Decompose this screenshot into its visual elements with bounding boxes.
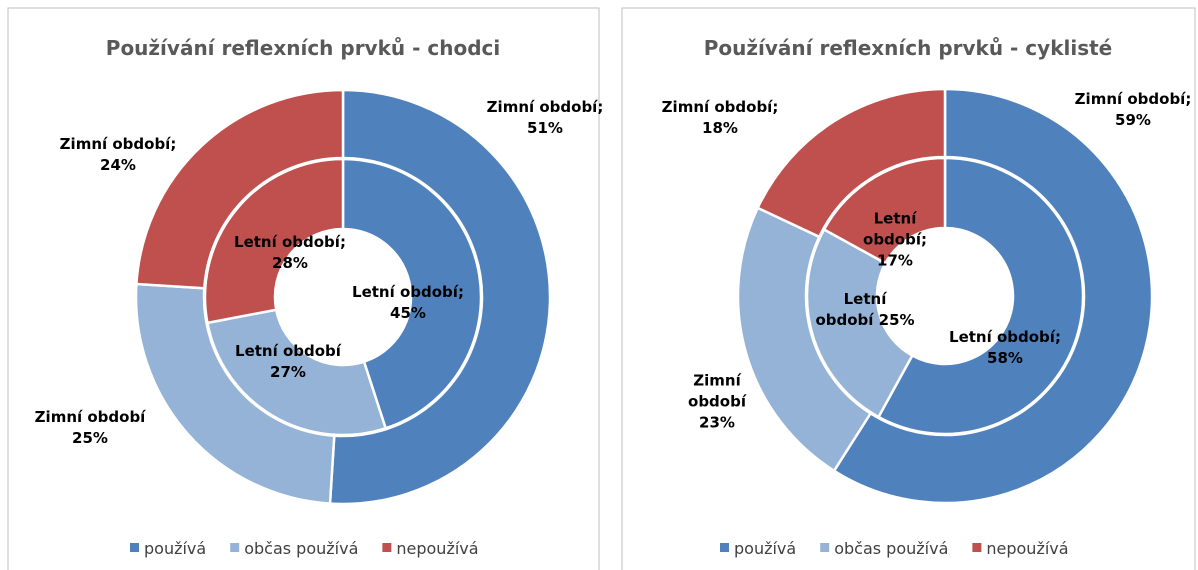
- legend-label: občas používá: [834, 539, 948, 558]
- legend-swatch: [972, 543, 982, 552]
- legend-swatch: [820, 543, 830, 552]
- data-label: Letní období; 45%: [352, 283, 464, 322]
- legend-swatch: [130, 543, 139, 552]
- data-label: Letní období; 17%: [863, 209, 927, 270]
- data-label: Letní období 25%: [815, 290, 915, 329]
- doughnut-segment: [341, 157, 483, 430]
- legend-label: nepoužívá: [396, 539, 478, 558]
- legend-swatch: [720, 543, 729, 552]
- doughnut-segment: [203, 157, 345, 325]
- data-label: Zimní období 25%: [34, 408, 146, 447]
- data-label: Zimní období; 51%: [486, 98, 604, 137]
- data-label: Zimní období; 59%: [1074, 90, 1192, 129]
- doughnut-segment: [876, 156, 1085, 436]
- doughnut-segment: [805, 227, 914, 419]
- data-label: Letní období; 58%: [949, 328, 1061, 367]
- legend-label: používá: [144, 539, 206, 558]
- panel-frame: [7, 7, 600, 570]
- data-label: Letní období 27%: [235, 342, 341, 381]
- data-label: Zimní období 23%: [688, 371, 746, 432]
- legend-label: občas používá: [244, 539, 358, 558]
- panel-frame: [621, 7, 1196, 570]
- chart-title: Používání reflexních prvků - chodci: [106, 36, 500, 60]
- legend-swatch: [230, 543, 240, 552]
- chart-title: Používání reflexních prvků - cyklisté: [704, 36, 1113, 60]
- legend-swatch: [382, 543, 392, 552]
- data-label: Zimní období; 24%: [59, 135, 177, 174]
- legend-label: nepoužívá: [986, 539, 1068, 558]
- doughnut-segment: [822, 156, 947, 265]
- legend-label: používá: [734, 539, 796, 558]
- doughnut-segment: [205, 308, 388, 437]
- data-label: Letní období; 28%: [234, 233, 346, 272]
- data-label: Zimní období; 18%: [661, 98, 779, 137]
